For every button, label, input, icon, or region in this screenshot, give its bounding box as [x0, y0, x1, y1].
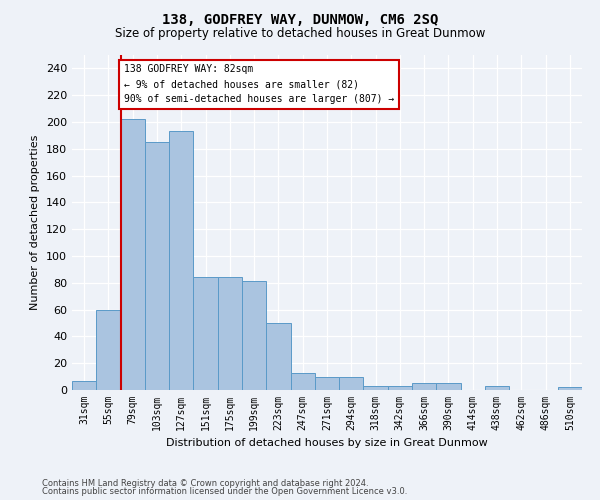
Bar: [72, 380, 96, 390]
Bar: [339, 376, 364, 390]
Bar: [388, 386, 412, 390]
Bar: [290, 372, 315, 390]
Bar: [436, 384, 461, 390]
Text: Contains HM Land Registry data © Crown copyright and database right 2024.: Contains HM Land Registry data © Crown c…: [42, 478, 368, 488]
Bar: [558, 388, 582, 390]
Bar: [364, 386, 388, 390]
Bar: [266, 323, 290, 390]
Y-axis label: Number of detached properties: Number of detached properties: [31, 135, 40, 310]
X-axis label: Distribution of detached houses by size in Great Dunmow: Distribution of detached houses by size …: [166, 438, 488, 448]
Bar: [96, 310, 121, 390]
Bar: [193, 278, 218, 390]
Bar: [412, 384, 436, 390]
Text: Contains public sector information licensed under the Open Government Licence v3: Contains public sector information licen…: [42, 487, 407, 496]
Text: 138 GODFREY WAY: 82sqm
← 9% of detached houses are smaller (82)
90% of semi-deta: 138 GODFREY WAY: 82sqm ← 9% of detached …: [124, 64, 394, 104]
Bar: [121, 120, 145, 390]
Bar: [169, 132, 193, 390]
Bar: [145, 142, 169, 390]
Bar: [485, 386, 509, 390]
Text: 138, GODFREY WAY, DUNMOW, CM6 2SQ: 138, GODFREY WAY, DUNMOW, CM6 2SQ: [162, 12, 438, 26]
Bar: [315, 376, 339, 390]
Text: Size of property relative to detached houses in Great Dunmow: Size of property relative to detached ho…: [115, 28, 485, 40]
Bar: [218, 278, 242, 390]
Bar: [242, 282, 266, 390]
